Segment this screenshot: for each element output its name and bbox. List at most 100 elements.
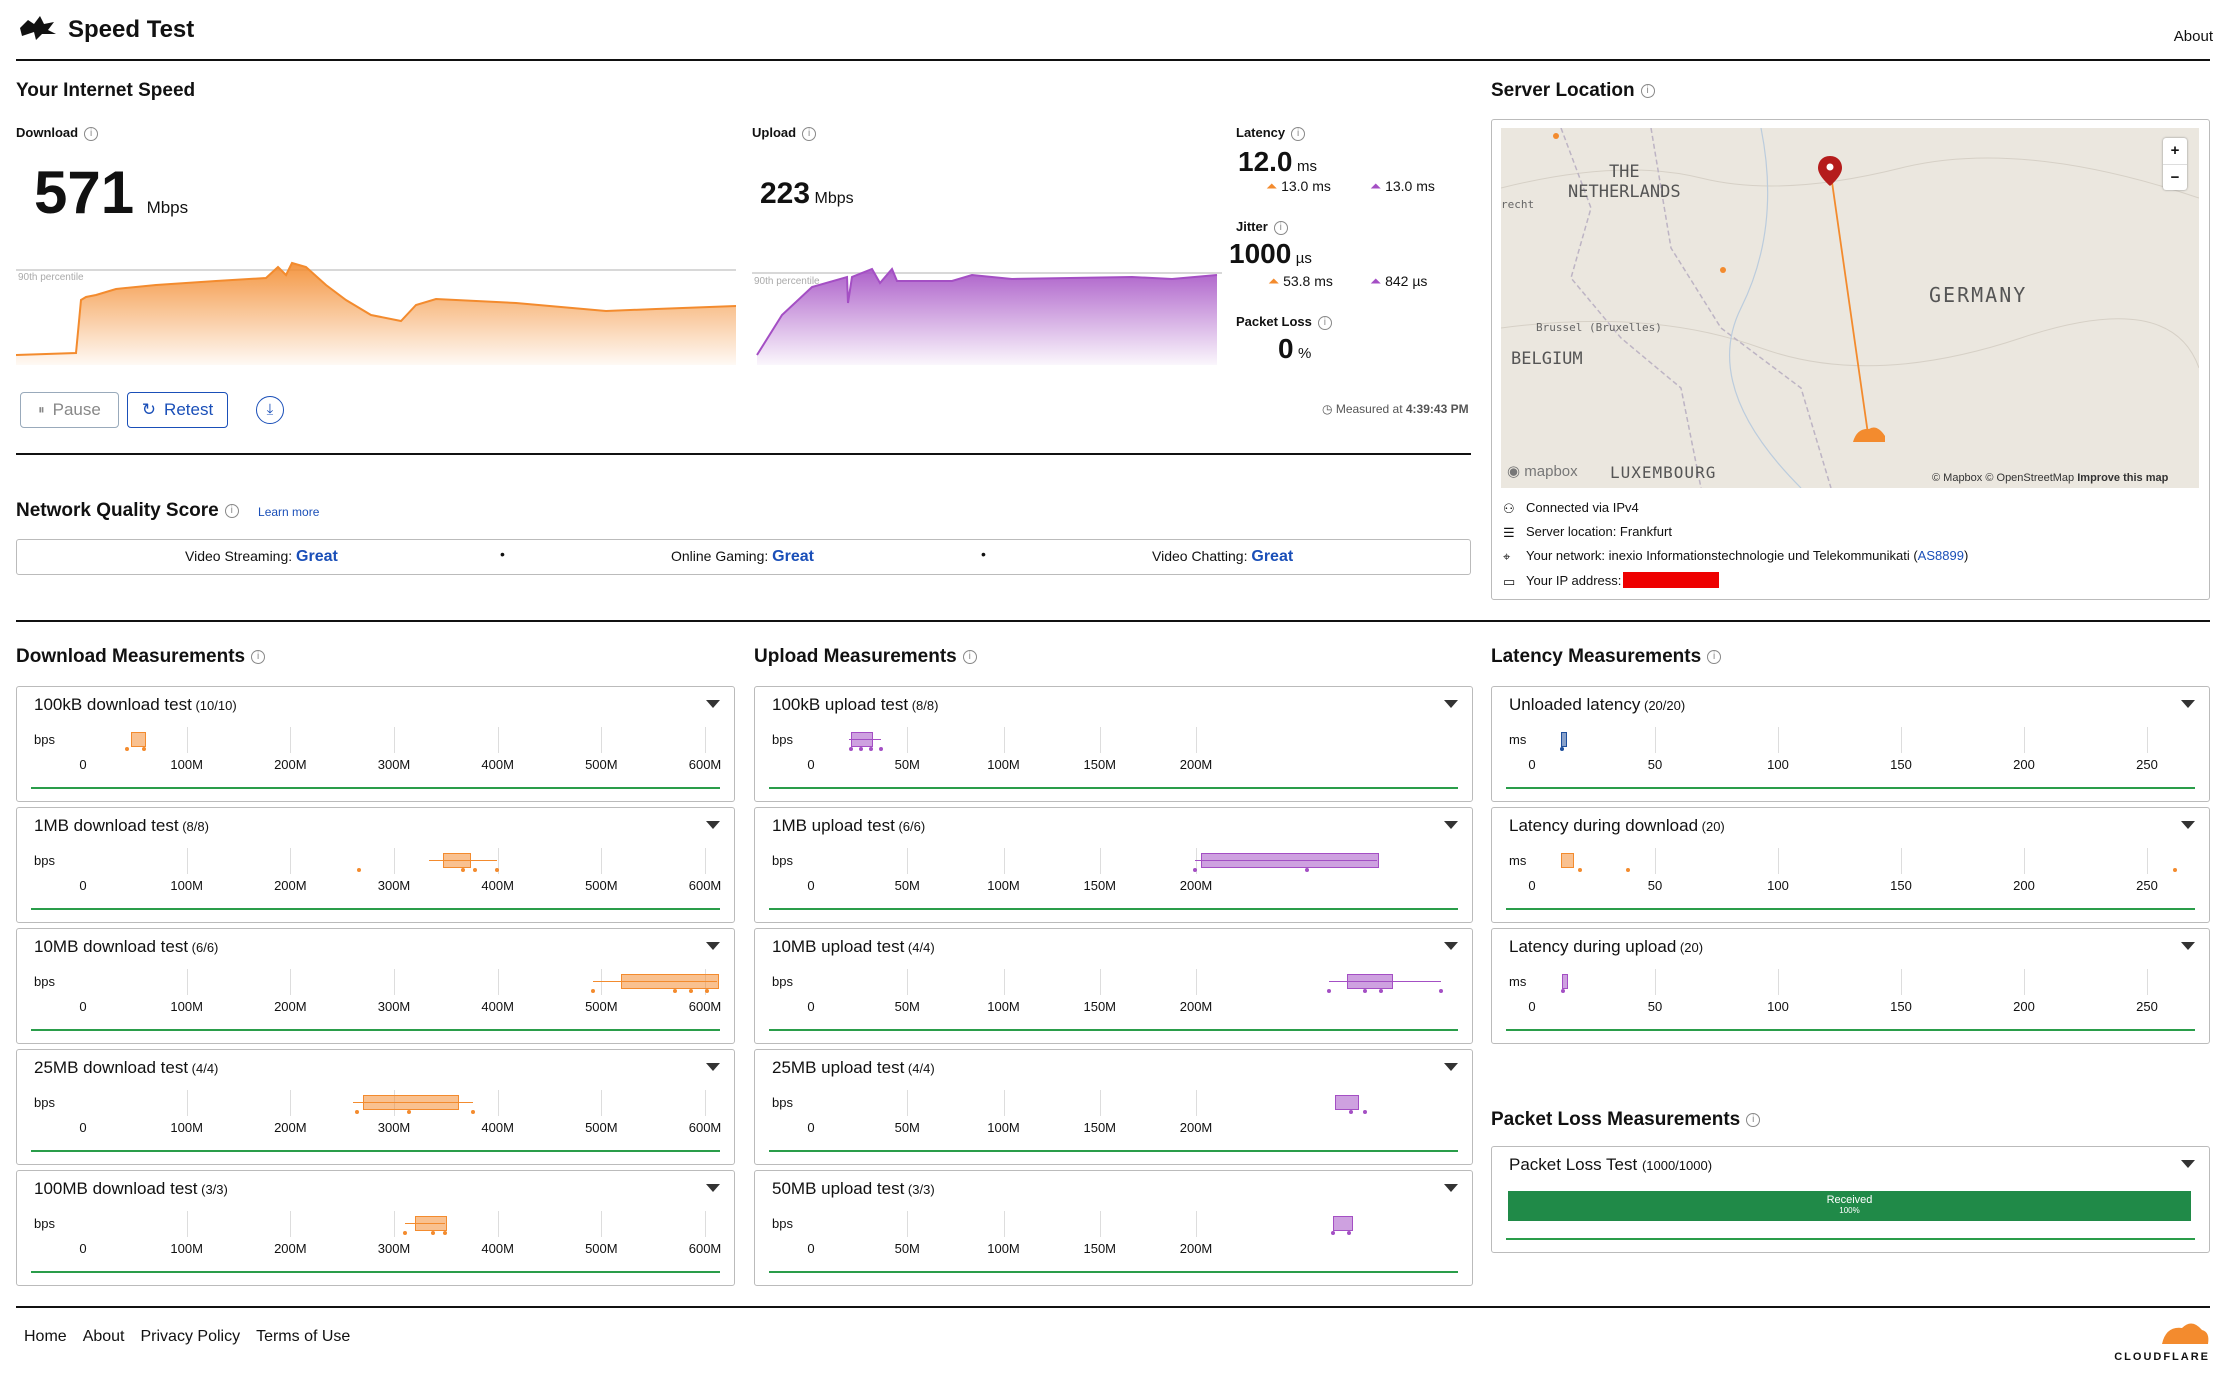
- axis-tick-label: 0: [1528, 999, 1536, 1014]
- map-label-luxembourg: LUXEMBOURG: [1610, 463, 1717, 482]
- download-results-icon[interactable]: ⤓: [256, 396, 284, 424]
- download-number: 571: [34, 159, 135, 226]
- server-icon: ☰: [1503, 525, 1515, 540]
- upload-percentile-label: 90th percentile: [754, 276, 820, 287]
- server-map[interactable]: [1501, 128, 2199, 488]
- about-link[interactable]: About: [2173, 28, 2213, 45]
- measurement-card[interactable]: 100MB download test (3/3) bps 0 100M 200M 300…: [16, 1170, 735, 1286]
- measurement-card[interactable]: Latency during download (20) ms 0 50 100 150 2…: [1491, 807, 2210, 923]
- retest-button[interactable]: ↻ Retest: [127, 392, 228, 428]
- info-icon[interactable]: i: [1291, 126, 1306, 141]
- measurement-card[interactable]: 25MB download test (4/4) bps 0 100M 200M 300M…: [16, 1049, 735, 1165]
- gridline: [1901, 848, 1902, 874]
- axis-tick-label: 200M: [274, 1120, 307, 1135]
- status-line: [31, 908, 720, 910]
- axis-unit-label: ms: [1509, 732, 1527, 747]
- chevron-down-icon[interactable]: [2181, 700, 2195, 708]
- info-icon[interactable]: i: [1273, 220, 1288, 235]
- measurement-card[interactable]: Latency during upload (20) ms 0 50 100 150 200…: [1491, 928, 2210, 1044]
- cloud-icon: [2162, 1323, 2209, 1344]
- boxplot-point: [1560, 747, 1564, 751]
- zoom-out-button[interactable]: −: [2170, 169, 2180, 186]
- chevron-down-icon[interactable]: [2181, 1160, 2195, 1168]
- speed-title-text: Your Internet Speed: [16, 80, 196, 101]
- measurement-card[interactable]: 100kB download test (10/10) bps 0 100M 200M 3…: [16, 686, 735, 802]
- measurement-card[interactable]: 100kB upload test (8/8) bps 0 50M 100M 150M 20…: [754, 686, 1473, 802]
- download-percentile-label: 90th percentile: [18, 272, 84, 283]
- chevron-down-icon[interactable]: [2181, 942, 2195, 950]
- axis-tick-label: 500M: [585, 999, 618, 1014]
- measurement-card[interactable]: 25MB upload test (4/4) bps 0 50M 100M 150M 200…: [754, 1049, 1473, 1165]
- axis-tick-label: 200M: [1179, 757, 1213, 772]
- chevron-down-icon[interactable]: [1444, 942, 1458, 950]
- improve-map-link[interactable]: Improve this map: [2077, 472, 2169, 484]
- axis-tick-label: 600M: [688, 999, 722, 1014]
- measurement-card[interactable]: 1MB download test (8/8) bps 0 100M 200M 300M 4…: [16, 807, 735, 923]
- axis-tick-label: 100M: [987, 1241, 1020, 1256]
- chevron-down-icon[interactable]: [706, 700, 720, 708]
- clock-icon: ◷: [1322, 402, 1333, 416]
- jitter-unit: µs: [1295, 250, 1312, 267]
- gridline: [601, 1090, 603, 1116]
- measurement-card[interactable]: 10MB upload test (4/4) bps 0 50M 100M 150M 200…: [754, 928, 1473, 1044]
- chevron-down-icon[interactable]: [706, 942, 720, 950]
- pause-button[interactable]: ⏸ Pause: [20, 392, 119, 428]
- boxplot-point: [431, 1231, 435, 1235]
- chevron-down-icon[interactable]: [1444, 1184, 1458, 1192]
- chevron-down-icon[interactable]: [706, 821, 720, 829]
- measurement-card-title: 25MB upload test (4/4): [772, 1058, 935, 1078]
- zoom-in-button[interactable]: +: [2163, 138, 2187, 165]
- as-link[interactable]: AS8899: [1917, 548, 1964, 563]
- status-line: [769, 1271, 1458, 1273]
- axis-tick-label: 0: [79, 1120, 87, 1135]
- info-icon[interactable]: i: [1707, 649, 1722, 664]
- logo-icon[interactable]: [18, 14, 58, 42]
- chatting-score: Great: [1251, 548, 1294, 565]
- footer-terms-link[interactable]: Terms of Use: [256, 1328, 351, 1345]
- axis-tick-label: 100M: [987, 878, 1020, 893]
- axis-unit-label: bps: [772, 1095, 793, 1110]
- learn-more-link[interactable]: Learn more: [258, 505, 320, 519]
- chevron-down-icon[interactable]: [1444, 1063, 1458, 1071]
- measurement-card-title: 100kB download test (10/10): [34, 695, 237, 715]
- packet-card-count: (1000/1000): [1641, 1158, 1713, 1173]
- boxplot-point: [1305, 868, 1309, 872]
- footer-privacy-link[interactable]: Privacy Policy: [140, 1328, 241, 1345]
- measurement-card[interactable]: 50MB upload test (3/3) bps 0 50M 100M 150M 200…: [754, 1170, 1473, 1286]
- gridline: [907, 848, 909, 874]
- info-icon[interactable]: i: [1640, 83, 1655, 98]
- info-icon[interactable]: i: [962, 649, 977, 664]
- measurement-card-title: 25MB download test (4/4): [34, 1058, 218, 1078]
- chevron-down-icon[interactable]: [706, 1063, 720, 1071]
- axis-tick-label: 150: [1890, 757, 1912, 772]
- info-icon[interactable]: i: [224, 503, 239, 518]
- chevron-down-icon[interactable]: [2181, 821, 2195, 829]
- axis-tick-label: 50: [1647, 878, 1663, 893]
- card-count: (4/4): [904, 1061, 935, 1076]
- info-icon[interactable]: i: [1317, 315, 1332, 330]
- measurement-card[interactable]: 1MB upload test (6/6) bps 0 50M 100M 150M 200M: [754, 807, 1473, 923]
- cloudflare-logo[interactable]: CLOUDFLARE: [2100, 1318, 2210, 1363]
- info-icon[interactable]: i: [802, 126, 817, 141]
- packet-loss-number: 0: [1278, 333, 1294, 364]
- measurement-card[interactable]: 10MB download test (6/6) bps 0 100M 200M 300M…: [16, 928, 735, 1044]
- measurement-card-title: 1MB download test (8/8): [34, 816, 209, 836]
- axis-unit-label: bps: [34, 853, 55, 868]
- axis-tick-label: 50M: [894, 878, 920, 893]
- mapbox-logo[interactable]: ◉ mapbox: [1507, 462, 1578, 480]
- chevron-down-icon[interactable]: [706, 1184, 720, 1192]
- gridline: [601, 727, 603, 753]
- gridline: [186, 1211, 188, 1237]
- footer-about-link[interactable]: About: [82, 1328, 125, 1345]
- chevron-down-icon[interactable]: [1444, 821, 1458, 829]
- info-icon[interactable]: i: [1746, 1112, 1761, 1127]
- info-icon[interactable]: i: [84, 126, 99, 141]
- chevron-down-icon[interactable]: [1444, 700, 1458, 708]
- footer-home-link[interactable]: Home: [24, 1328, 67, 1345]
- jitter-label: Jitter i: [1236, 219, 1288, 235]
- measurement-card[interactable]: Unloaded latency (20/20) ms 0 50 100 150 200 25…: [1491, 686, 2210, 802]
- axis-tick-label: 500M: [585, 1241, 618, 1256]
- packet-loss-card[interactable]: Packet Loss Test (1000/1000) Received 10…: [1491, 1146, 2210, 1253]
- attribution-text[interactable]: © Mapbox © OpenStreetMap: [1932, 472, 2075, 484]
- info-icon[interactable]: i: [251, 649, 266, 664]
